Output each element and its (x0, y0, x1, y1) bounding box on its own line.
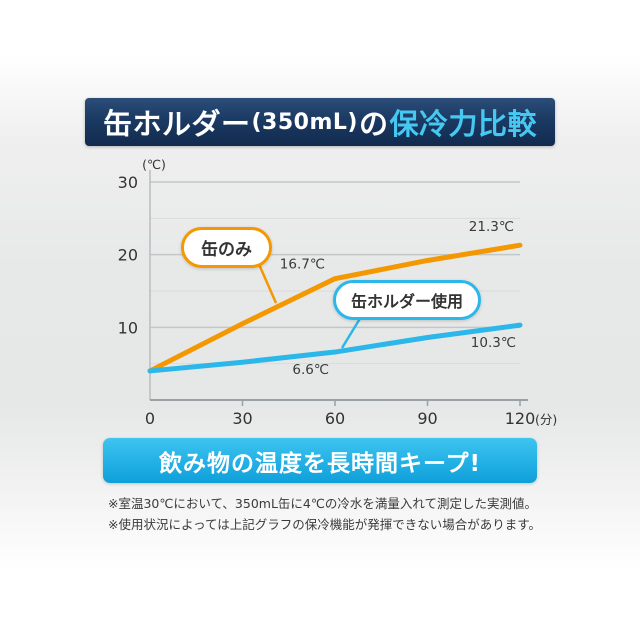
footnote-disclaimer: ※使用状況によっては上記グラフの保冷機能が発揮できない場合があります。 (108, 516, 541, 532)
title-part-particle: の (358, 107, 389, 141)
callout-can-only: 缶のみ (181, 227, 272, 268)
title-part-product: 缶ホルダー (102, 107, 251, 141)
title-part-highlight: 保冷力比較 (389, 107, 538, 141)
keep-temperature-banner: 飲み物の温度を長時間キープ! (103, 438, 537, 483)
title-part-size: (350mL) (251, 109, 358, 135)
footnote-measurement: ※室温30℃において、350mL缶に4℃の冷水を満量入れて測定した実測値。 (108, 496, 538, 511)
footnotes: ※室温30℃において、350mL缶に4℃の冷水を満量入れて測定した実測値。 ※使… (108, 494, 568, 535)
title-banner: 缶ホルダー (350mL) の保冷力比較 (85, 98, 555, 146)
callout-with-holder: 缶ホルダー使用 (333, 280, 482, 320)
